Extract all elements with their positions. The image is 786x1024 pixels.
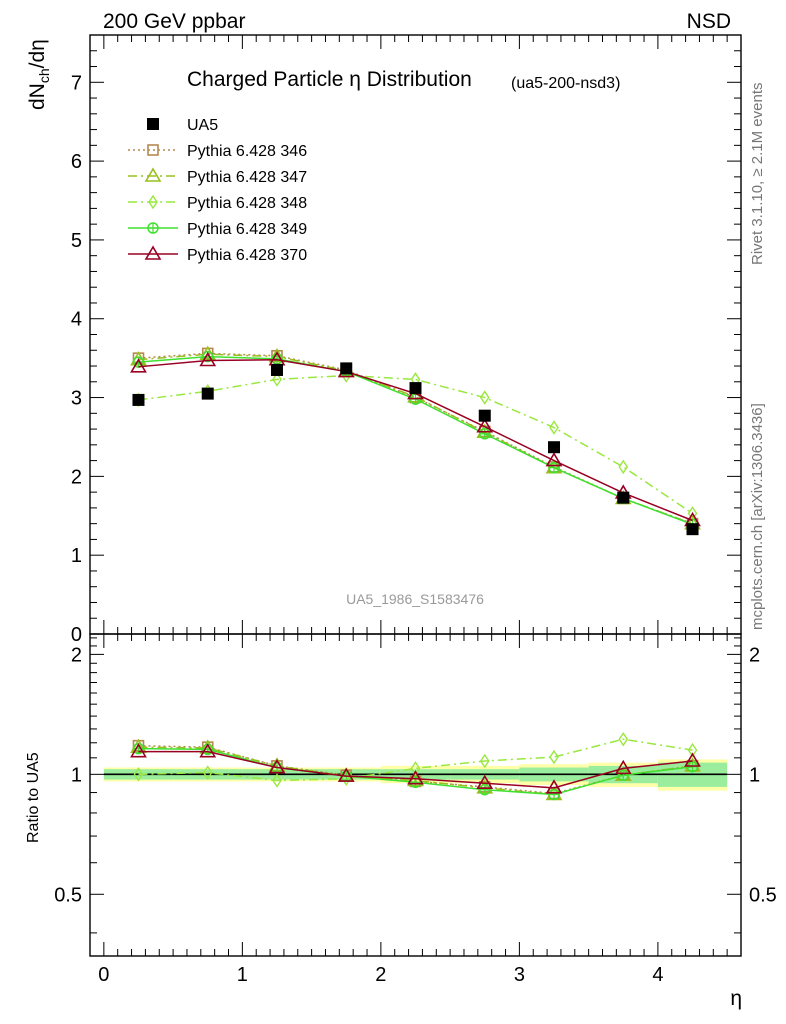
ratio-panel: 0.5 0.5 1 1 2 2 0 1 2 3 4 <box>54 633 777 986</box>
main-x-ticks <box>103 35 728 634</box>
ratio-point-pythia-6-428-370 <box>337 767 355 782</box>
ratio-point-pythia-6-428-370 <box>407 770 424 785</box>
legend-label-pythia-6-428-348: Pythia 6.428 348 <box>187 195 307 212</box>
ratio-point-pythia-6-428-370 <box>684 752 701 767</box>
ratio-point-pythia-6-428-349 <box>617 769 630 781</box>
ratio-point-pythia-6-428-348 <box>479 753 490 769</box>
main-y-axis: 0 1 2 3 4 5 6 7 <box>71 50 741 646</box>
ratio-point-pythia-6-428-348 <box>687 742 698 758</box>
main-point-ua5 <box>409 382 422 395</box>
ratio-y-tick-label: 2 <box>71 644 82 666</box>
legend-label-pythia-6-428-370: Pythia 6.428 370 <box>187 247 307 264</box>
ratio-y-axis-label: Ratio to UA5 <box>25 752 42 843</box>
ratio-point-pythia-6-428-348 <box>202 765 213 780</box>
ratio-point-pythia-6-428-370 <box>130 743 147 758</box>
main-point-pythia-6-428-370 <box>130 358 147 373</box>
main-point-pythia-6-428-348 <box>549 420 559 435</box>
main-point-pythia-6-428-370 <box>199 351 217 367</box>
main-point-ua5 <box>478 409 491 422</box>
legend-marker-pythia-6-428-347 <box>144 167 162 182</box>
main-point-ua5 <box>617 491 630 504</box>
ratio-point-pythia-6-428-348 <box>133 767 144 782</box>
main-subtitle: (ua5-200-nsd3) <box>511 75 620 92</box>
ratio-y-tick-label-right: 1 <box>749 764 760 786</box>
main-series-group <box>130 345 701 536</box>
main-title: Charged Particle η Distribution <box>187 68 472 91</box>
main-y-tick-label: 3 <box>71 388 82 410</box>
ratio-y-axis: 0.5 0.5 1 1 2 2 <box>54 637 777 934</box>
ratio-y-tick-label-right: 2 <box>749 644 760 666</box>
header-right-label: NSD <box>687 10 731 33</box>
ratio-y-tick-label-right: 0.5 <box>749 884 777 906</box>
main-point-pythia-6-428-370 <box>545 452 563 467</box>
mcplots-credit-label: mcplots.cern.ch [arXiv:1306.3436] <box>749 403 766 630</box>
main-y-axis-label: dNch/dη <box>26 39 52 110</box>
main-series-line-pythia-6-428-348 <box>138 374 693 515</box>
main-y-tick-label: 1 <box>71 545 82 567</box>
ratio-x-axis: 0 1 2 3 4 <box>98 634 728 986</box>
main-series-line-pythia-6-428-347 <box>138 353 693 525</box>
ratio-series-line-pythia-6-428-370 <box>138 750 693 789</box>
main-y-tick-label: 7 <box>71 72 82 94</box>
ratio-point-pythia-6-428-349 <box>548 788 560 801</box>
ratio-point-pythia-6-428-370 <box>199 743 217 758</box>
ratio-point-pythia-6-428-348 <box>549 749 559 765</box>
main-point-pythia-6-428-348 <box>618 459 629 475</box>
ratio-panel-frame <box>89 633 742 957</box>
main-series-line-pythia-6-428-346 <box>138 352 693 525</box>
x-tick-label: 3 <box>514 964 525 986</box>
x-tick-label: 1 <box>237 964 248 986</box>
ratio-series-group <box>130 731 701 801</box>
main-point-pythia-6-428-349 <box>548 461 560 474</box>
main-point-pythia-6-428-348 <box>479 390 490 405</box>
main-y-tick-label: 5 <box>71 230 82 252</box>
main-y-tick-label: 6 <box>71 151 82 173</box>
legend-marker-pythia-6-428-346 <box>147 144 159 156</box>
x-axis-label: η <box>730 987 742 1010</box>
main-point-ua5 <box>686 523 699 536</box>
main-point-ua5 <box>132 393 145 406</box>
ratio-point-pythia-6-428-349 <box>479 783 491 796</box>
ratio-point-pythia-6-428-370 <box>614 759 632 775</box>
main-point-ua5 <box>548 441 561 454</box>
legend-marker-pythia-6-428-370 <box>144 245 162 260</box>
legend-marker-pythia-6-428-348 <box>148 194 158 210</box>
ratio-series-line-pythia-6-428-348 <box>138 738 693 782</box>
ratio-point-pythia-6-428-348 <box>272 773 282 788</box>
ratio-point-pythia-6-428-348 <box>618 731 629 747</box>
ratio-y-tick-label: 0.5 <box>54 884 82 906</box>
main-series-line-pythia-6-428-349 <box>138 355 693 526</box>
x-tick-label: 2 <box>375 964 386 986</box>
watermark-label: UA5_1986_S1583476 <box>346 591 484 607</box>
ratio-point-pythia-6-428-370 <box>545 779 563 794</box>
ratio-y-tick-label: 1 <box>71 764 82 786</box>
x-tick-label: 0 <box>98 964 109 986</box>
main-point-ua5 <box>201 387 214 400</box>
x-tick-label: 4 <box>652 964 663 986</box>
legend-label-ua5: UA5 <box>187 117 218 134</box>
ratio-point-pythia-6-428-370 <box>476 774 494 790</box>
legend-label-pythia-6-428-347: Pythia 6.428 347 <box>187 169 307 186</box>
legend-marker-pythia-6-428-349 <box>147 222 159 234</box>
ratio-point-pythia-6-428-370 <box>268 758 286 774</box>
main-y-tick-label: 2 <box>71 466 82 488</box>
main-point-ua5 <box>340 362 353 375</box>
legend-label-pythia-6-428-346: Pythia 6.428 346 <box>187 143 307 160</box>
ratio-point-pythia-6-428-348 <box>410 761 421 776</box>
main-y-tick-label: 0 <box>71 624 82 646</box>
main-point-ua5 <box>270 363 283 376</box>
main-panel: 0 1 2 3 4 5 6 7 Charged Particle η Distribution… <box>71 34 742 646</box>
main-point-pythia-6-428-370 <box>476 418 494 433</box>
main-point-pythia-6-428-349 <box>479 428 491 440</box>
legend-label-pythia-6-428-349: Pythia 6.428 349 <box>187 221 307 238</box>
rivet-version-label: Rivet 3.1.10, ≥ 2.1M events <box>749 83 766 266</box>
main-y-tick-label: 4 <box>71 309 82 331</box>
legend: UA5 Pythia 6.428 346 Pythia 6.428 347 Pythi… <box>128 117 307 264</box>
legend-marker-ua5 <box>147 118 159 130</box>
header-left-label: 200 GeV ppbar <box>103 10 245 33</box>
main-point-pythia-6-428-348 <box>272 372 282 387</box>
